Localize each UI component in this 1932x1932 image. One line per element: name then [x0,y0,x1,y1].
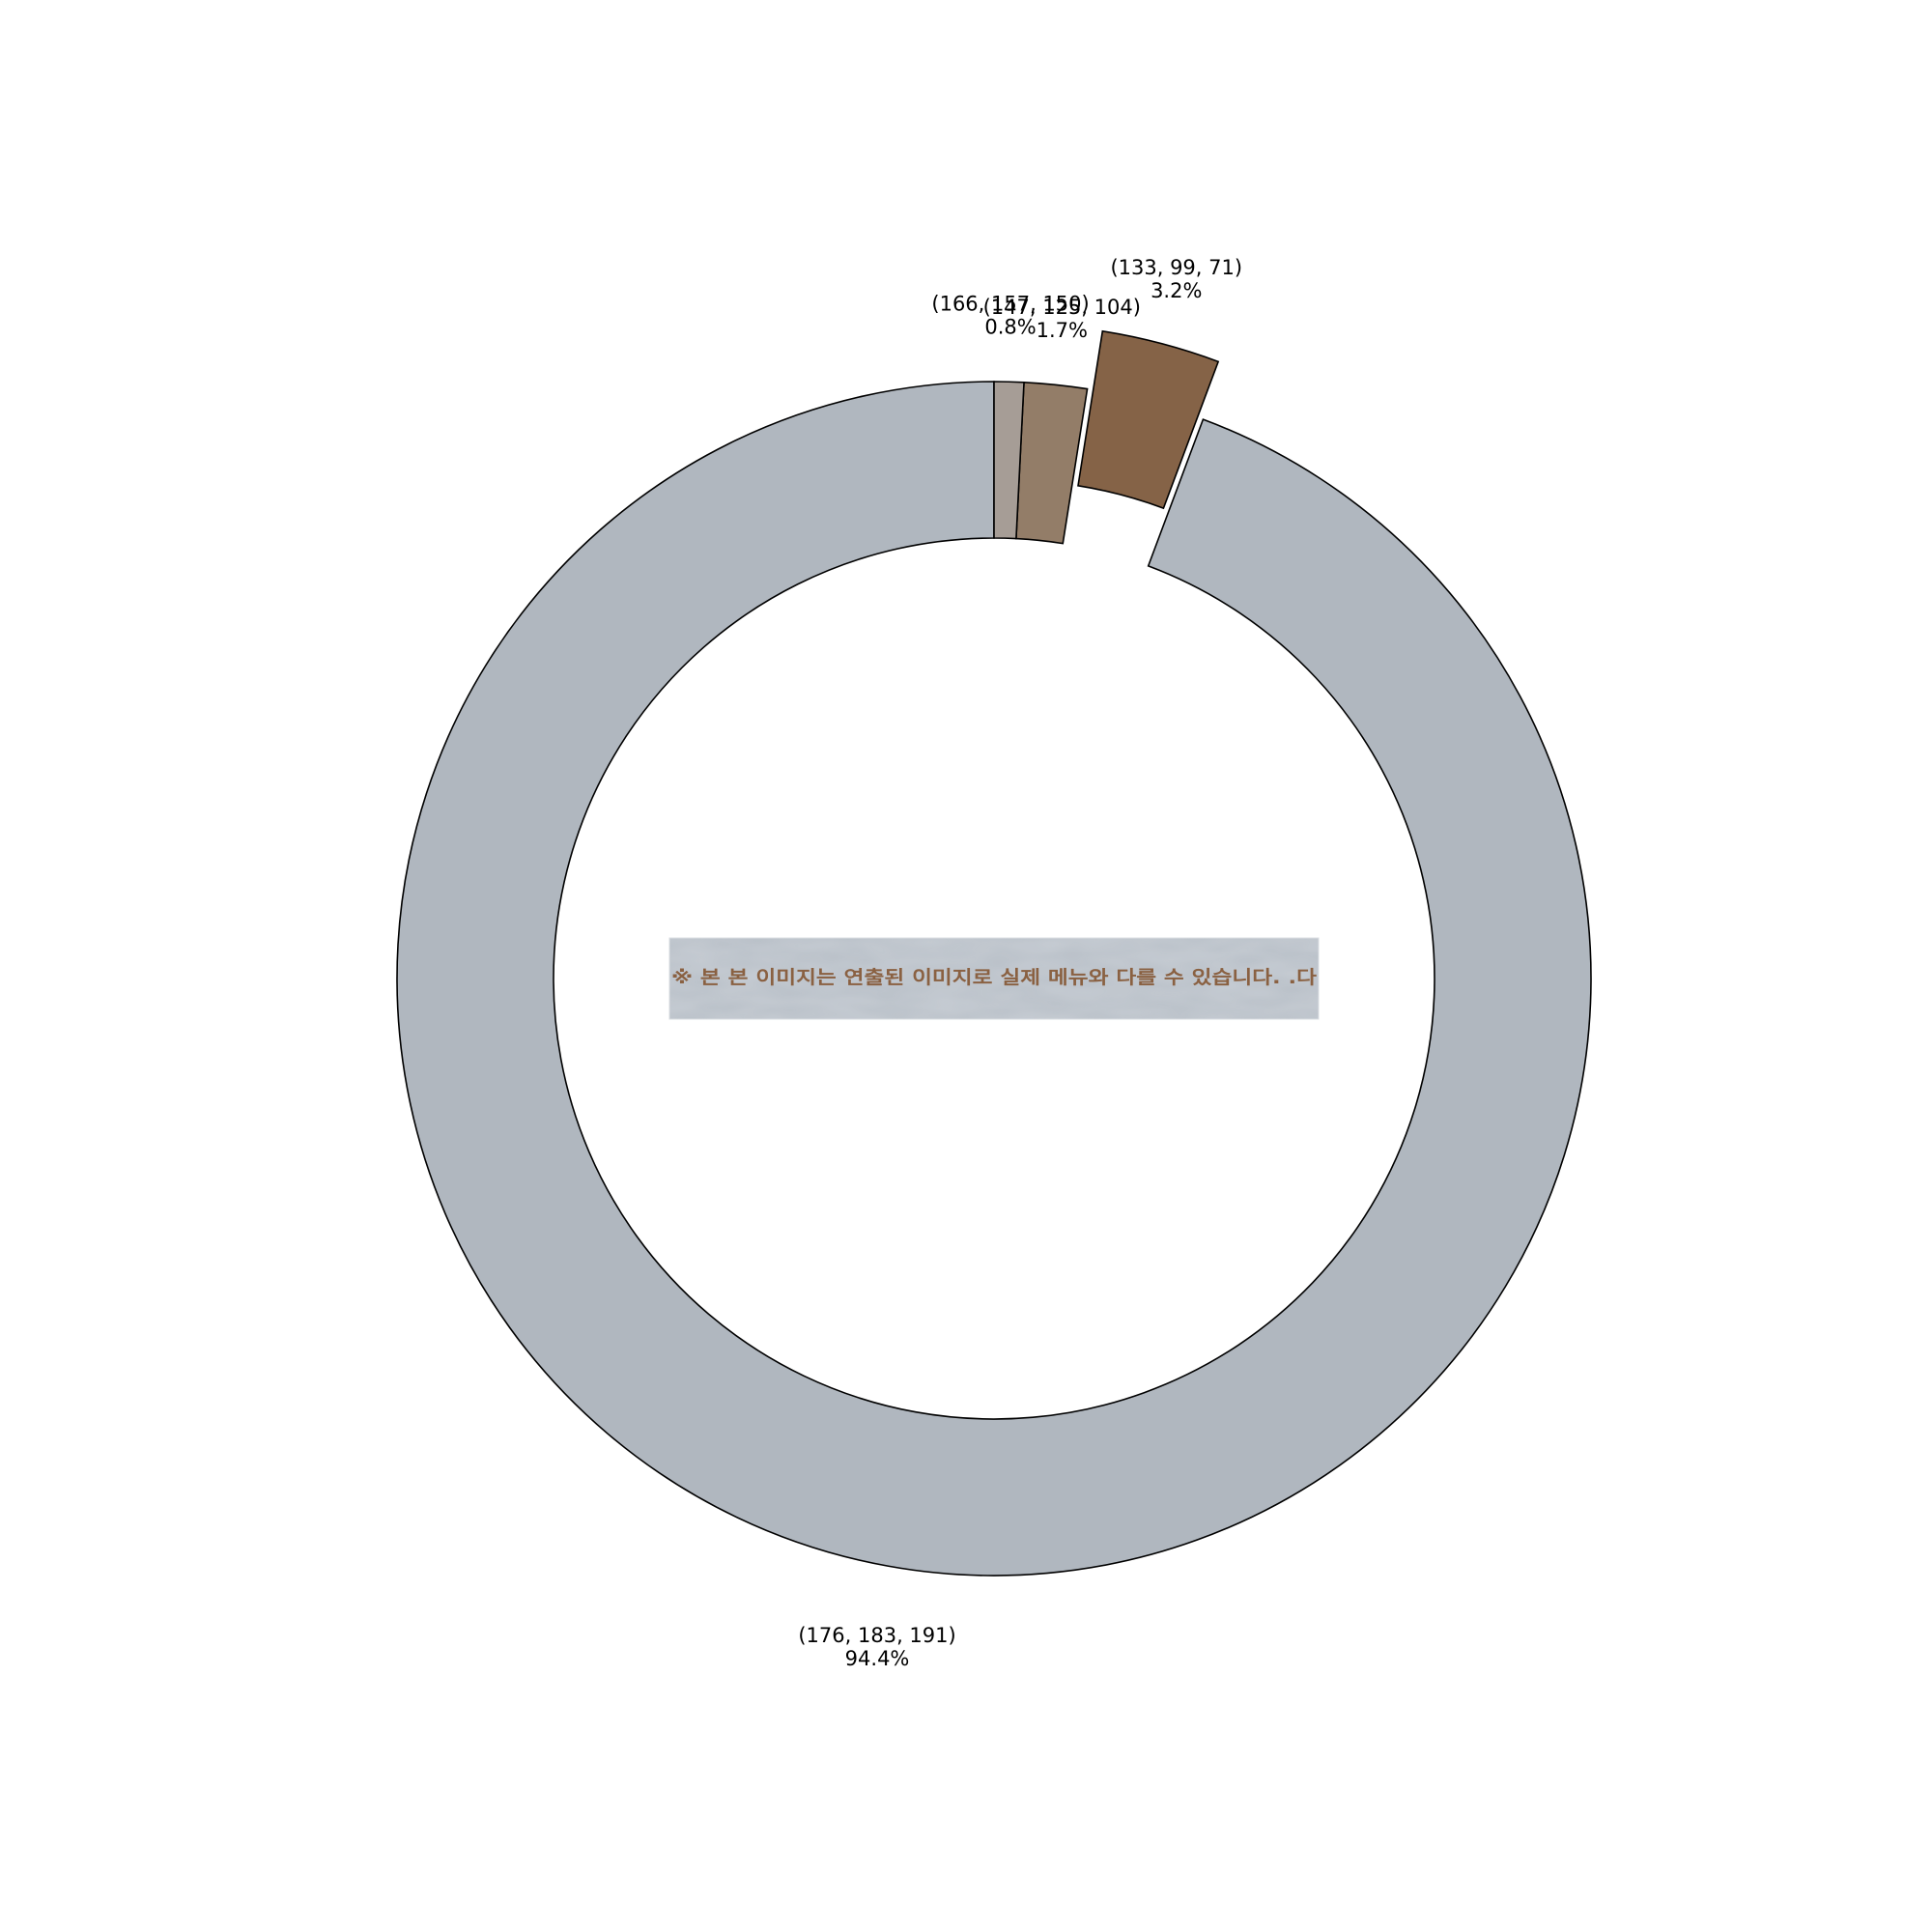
slice-percent-0: 94.4% [845,1647,910,1670]
slice-label-3: (166, 157, 150) [931,292,1089,315]
slice-percent-1: 3.2% [1151,279,1202,302]
donut-slice-2 [1016,383,1088,544]
center-image: ※ 본 본 이미지는 연출된 이미지로 실제 메뉴와 다를 수 있습니다. .다 [669,938,1319,1019]
slice-label-1: (133, 99, 71) [1110,256,1242,279]
slice-percent-3: 0.8% [984,315,1036,338]
slice-percent-2: 1.7% [1037,319,1088,342]
slice-label-0: (176, 183, 191) [798,1624,955,1647]
center-image-text: ※ 본 본 이미지는 연출된 이미지로 실제 메뉴와 다를 수 있습니다. .다 [671,967,1318,988]
